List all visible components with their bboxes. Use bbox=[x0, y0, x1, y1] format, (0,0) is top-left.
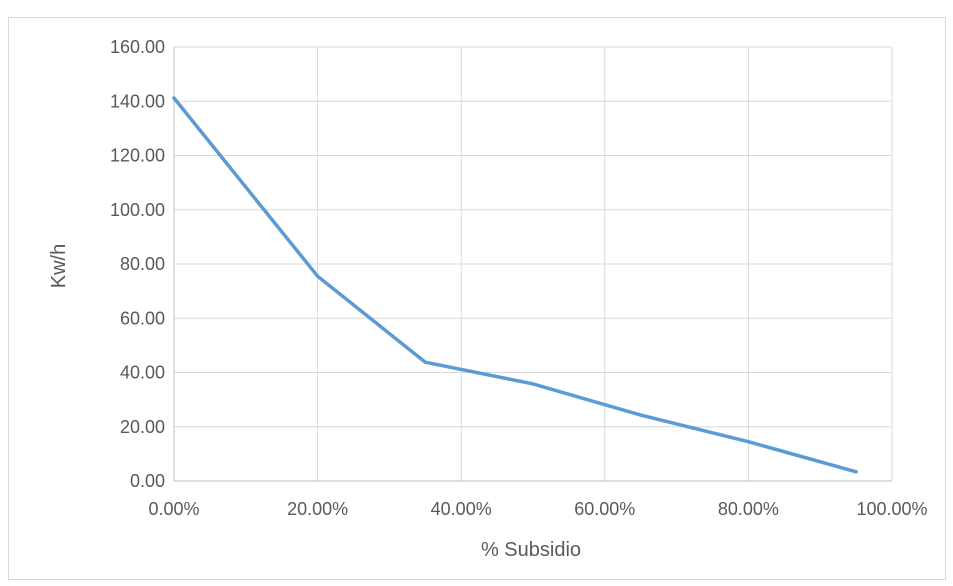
y-tick-label: 120.00 bbox=[110, 146, 165, 166]
y-tick-label: 140.00 bbox=[110, 91, 165, 111]
y-tick-labels: 0.00 20.00 40.00 60.00 80.00 100.00 120.00 140.… bbox=[110, 37, 165, 491]
series-layer bbox=[172, 96, 858, 474]
y-tick-label: 60.00 bbox=[120, 308, 165, 328]
x-tick-labels: 0.00% 20.00% 40.00% 60.00% 80.00% 100.00% bbox=[148, 499, 927, 519]
data-point bbox=[854, 470, 858, 474]
data-point bbox=[423, 360, 427, 364]
data-point bbox=[316, 274, 320, 278]
x-tick-label: 60.00% bbox=[574, 499, 635, 519]
axes bbox=[173, 47, 892, 482]
chart-frame bbox=[8, 17, 946, 580]
x-tick-label: 40.00% bbox=[431, 499, 492, 519]
data-point bbox=[531, 382, 535, 386]
data-point bbox=[172, 96, 176, 100]
y-tick-label: 40.00 bbox=[120, 363, 165, 383]
x-tick-label: 100.00% bbox=[856, 499, 927, 519]
y-tick-label: 80.00 bbox=[120, 254, 165, 274]
y-tick-label: 0.00 bbox=[130, 471, 165, 491]
x-tick-label: 20.00% bbox=[287, 499, 348, 519]
x-tick-label: 0.00% bbox=[148, 499, 199, 519]
x-axis-title: % Subsidio bbox=[481, 539, 581, 561]
series-line bbox=[172, 96, 858, 474]
data-point bbox=[639, 413, 643, 417]
y-tick-label: 160.00 bbox=[110, 37, 165, 57]
data-point bbox=[746, 440, 750, 444]
y-tick-label: 100.00 bbox=[110, 200, 165, 220]
x-tick-label: 80.00% bbox=[718, 499, 779, 519]
grid-lines bbox=[174, 46, 893, 481]
y-axis-title: Kw/h bbox=[48, 244, 70, 288]
y-tick-label: 20.00 bbox=[120, 417, 165, 437]
